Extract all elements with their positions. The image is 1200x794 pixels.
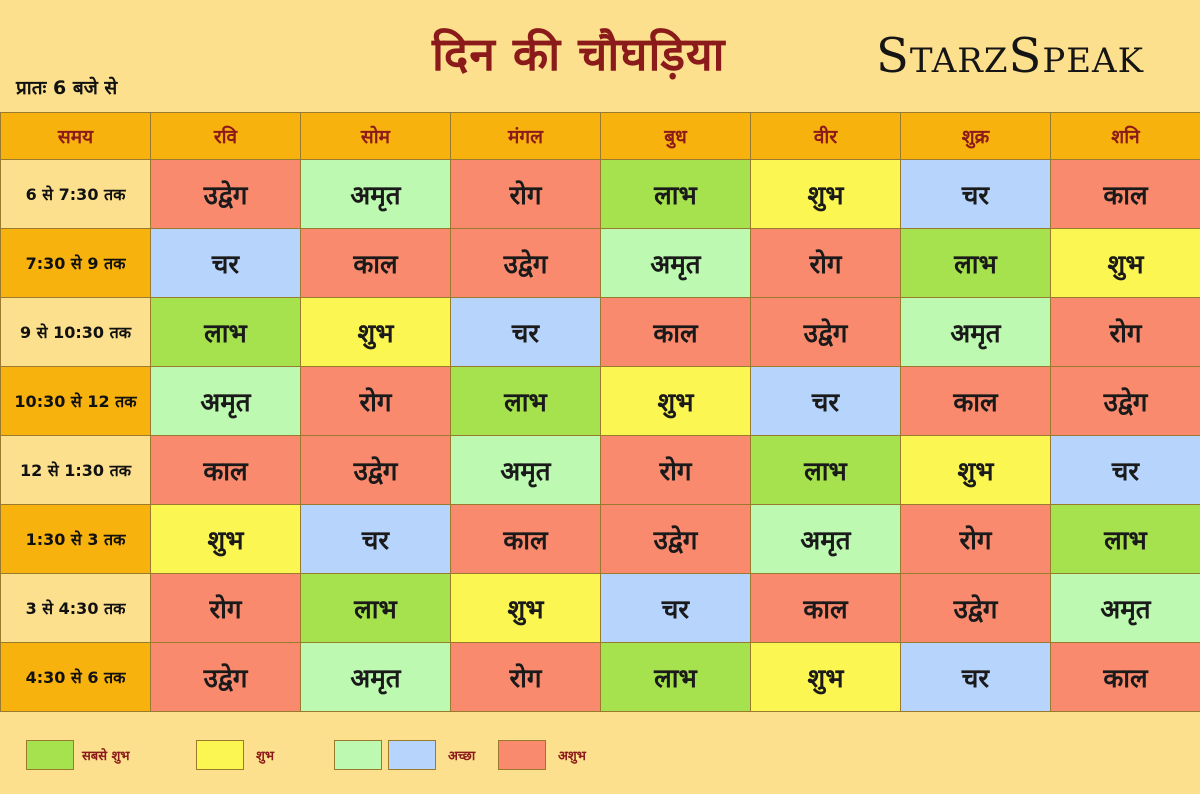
legend-swatch-inauspicious [498,740,546,770]
header: प्रातः 6 बजे से दिन की चौघड़िया StarzSpe… [0,0,1200,112]
header-row: समय रवि सोम मंगल बुध वीर शुक्र शनि [0,112,1200,160]
choghadiya-cell: काल [300,228,451,298]
column-header-wednesday: बुध [600,112,751,160]
choghadiya-cell: चर [450,297,601,367]
choghadiya-cell: अमृत [600,228,751,298]
choghadiya-cell: अमृत [150,366,301,436]
legend-label-inauspicious: अशुभ [558,749,586,764]
choghadiya-cell: उद्वेग [900,573,1051,643]
time-slot-cell: 10:30 से 12 तक [0,366,151,436]
choghadiya-cell: उद्वेग [150,159,301,229]
choghadiya-cell: काल [900,366,1051,436]
table-row: 12 से 1:30 तक काल उद्वेग अमृत रोग लाभ शुभ चर [0,435,1200,505]
column-header-friday: शुक्र [900,112,1051,160]
choghadiya-cell: काल [750,573,901,643]
time-slot-cell: 3 से 4:30 तक [0,573,151,643]
column-header-sunday: रवि [150,112,301,160]
choghadiya-cell: रोग [300,366,451,436]
column-header-tuesday: मंगल [450,112,601,160]
choghadiya-cell: शुभ [450,573,601,643]
choghadiya-cell: चर [900,159,1051,229]
choghadiya-cell: चर [600,573,751,643]
choghadiya-cell: शुभ [300,297,451,367]
choghadiya-cell: काल [1050,159,1200,229]
choghadiya-cell: रोग [1050,297,1200,367]
choghadiya-cell: चर [1050,435,1200,505]
table-row: 9 से 10:30 तक लाभ शुभ चर काल उद्वेग अमृत रोग [0,297,1200,367]
time-slot-cell: 9 से 10:30 तक [0,297,151,367]
choghadiya-cell: लाभ [450,366,601,436]
choghadiya-cell: शुभ [600,366,751,436]
legend: सबसे शुभ शुभ अच्छा अशुभ [0,728,1200,788]
time-slot-cell: 4:30 से 6 तक [0,642,151,712]
choghadiya-cell: चर [300,504,451,574]
legend-swatch-auspicious [196,740,244,770]
choghadiya-cell: शुभ [1050,228,1200,298]
time-slot-cell: 6 से 7:30 तक [0,159,151,229]
choghadiya-cell: काल [450,504,601,574]
choghadiya-cell: अमृत [300,159,451,229]
choghadiya-cell: उद्वेग [1050,366,1200,436]
choghadiya-cell: अमृत [1050,573,1200,643]
choghadiya-cell: लाभ [900,228,1051,298]
legend-label-most-auspicious: सबसे शुभ [82,749,130,764]
choghadiya-table: समय रवि सोम मंगल बुध वीर शुक्र शनि 6 से … [0,112,1200,712]
choghadiya-cell: रोग [450,159,601,229]
time-slot-cell: 12 से 1:30 तक [0,435,151,505]
choghadiya-cell: अमृत [450,435,601,505]
column-header-monday: सोम [300,112,451,160]
choghadiya-cell: अमृत [750,504,901,574]
legend-swatch-good [388,740,436,770]
table-row: 6 से 7:30 तक उद्वेग अमृत रोग लाभ शुभ चर काल [0,159,1200,229]
choghadiya-cell: काल [600,297,751,367]
choghadiya-cell: रोग [750,228,901,298]
choghadiya-cell: उद्वेग [600,504,751,574]
choghadiya-cell: काल [150,435,301,505]
column-header-time: समय [0,112,151,160]
choghadiya-cell: लाभ [600,642,751,712]
choghadiya-cell: शुभ [750,642,901,712]
table-row: 7:30 से 9 तक चर काल उद्वेग अमृत रोग लाभ शुभ [0,228,1200,298]
table-row: 1:30 से 3 तक शुभ चर काल उद्वेग अमृत रोग लाभ [0,504,1200,574]
legend-swatch-most-auspicious [26,740,74,770]
choghadiya-cell: रोग [450,642,601,712]
legend-swatch-nectar [334,740,382,770]
legend-label-good: अच्छा [448,749,476,764]
legend-label-auspicious: शुभ [256,749,274,764]
column-header-saturday: शनि [1050,112,1200,160]
choghadiya-cell: लाभ [600,159,751,229]
page-title: दिन की चौघड़िया [432,27,726,81]
choghadiya-cell: लाभ [150,297,301,367]
choghadiya-cell: शुभ [750,159,901,229]
brand-logo: StarzSpeak [876,28,1145,84]
table-row: 3 से 4:30 तक रोग लाभ शुभ चर काल उद्वेग अमृत [0,573,1200,643]
choghadiya-cell: चर [150,228,301,298]
choghadiya-cell: लाभ [750,435,901,505]
table-row: 10:30 से 12 तक अमृत रोग लाभ शुभ चर काल उद्वेग [0,366,1200,436]
choghadiya-cell: उद्वेग [150,642,301,712]
table-row: 4:30 से 6 तक उद्वेग अमृत रोग लाभ शुभ चर काल [0,642,1200,712]
column-header-thursday: वीर [750,112,901,160]
choghadiya-cell: रोग [600,435,751,505]
choghadiya-cell: अमृत [300,642,451,712]
choghadiya-cell: रोग [900,504,1051,574]
start-time-note: प्रातः 6 बजे से [16,77,118,99]
choghadiya-cell: लाभ [300,573,451,643]
choghadiya-cell: शुभ [150,504,301,574]
choghadiya-cell: शुभ [900,435,1051,505]
choghadiya-cell: उद्वेग [750,297,901,367]
choghadiya-cell: चर [900,642,1051,712]
choghadiya-cell: काल [1050,642,1200,712]
choghadiya-cell: उद्वेग [450,228,601,298]
choghadiya-cell: अमृत [900,297,1051,367]
choghadiya-cell: चर [750,366,901,436]
choghadiya-cell: लाभ [1050,504,1200,574]
time-slot-cell: 7:30 से 9 तक [0,228,151,298]
choghadiya-cell: रोग [150,573,301,643]
time-slot-cell: 1:30 से 3 तक [0,504,151,574]
choghadiya-cell: उद्वेग [300,435,451,505]
